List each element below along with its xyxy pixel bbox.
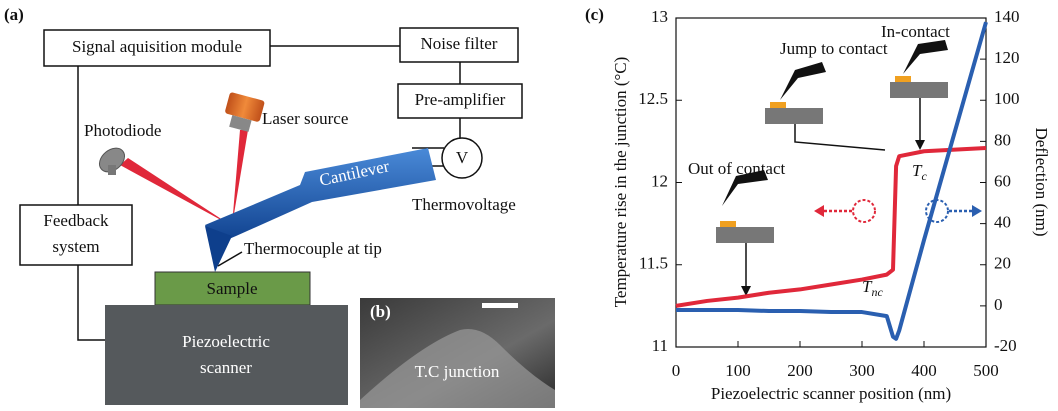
- y2-tick-label: 60: [994, 171, 1011, 190]
- y2-tick-label: 20: [994, 254, 1011, 273]
- panel-c: (c) Temperature rise in the junction (°C…: [585, 5, 1051, 403]
- reflected-beam: [120, 158, 232, 226]
- laser-label: Laser source: [262, 109, 348, 128]
- x-tick-label: 500: [973, 361, 999, 380]
- y-tick-label: 13: [651, 7, 668, 26]
- feedback-box: [19, 204, 133, 266]
- photodiode-base: [108, 165, 116, 175]
- x-axis-label: Piezoelectric scanner position (nm): [711, 384, 951, 403]
- y2-tick-label: 120: [994, 48, 1020, 67]
- scanner-label: Piezoelectric: [182, 332, 270, 351]
- thermocouple-label: Thermocouple at tip: [244, 239, 382, 258]
- photodiode-label: Photodiode: [84, 121, 161, 140]
- arrowhead: [741, 286, 751, 296]
- series-line: [675, 145, 987, 308]
- x-tick-label: 100: [725, 361, 751, 380]
- feedback-label: system: [52, 237, 99, 256]
- preamp-box: [397, 83, 523, 119]
- panel-a: (a) Signal aquisition module Noise filte…: [4, 5, 523, 405]
- laser-beam: [232, 130, 248, 226]
- tip: [205, 226, 232, 272]
- y2-tick-label: 40: [994, 213, 1011, 232]
- annotation: Jump to contact: [780, 39, 888, 58]
- cantilever: [205, 148, 436, 245]
- wires: [77, 45, 461, 341]
- scanner-label: scanner: [200, 358, 252, 377]
- y-axis-label: Temperature rise in the junction (°C): [611, 57, 630, 308]
- scale-bar: [482, 303, 518, 308]
- arrowhead: [915, 140, 925, 150]
- scanner: [105, 305, 348, 405]
- x-tick-label: 200: [787, 361, 813, 380]
- feedback-label: Feedback: [43, 211, 109, 230]
- axis-marker: [852, 199, 876, 223]
- laser-source: [225, 92, 265, 132]
- y2-tick-label: 100: [994, 89, 1020, 108]
- panel-label: (b): [370, 302, 391, 321]
- panel-label: (a): [4, 5, 24, 24]
- panel-b: (b) 100 nm T.C junction: [360, 280, 555, 408]
- y2-tick-label: 0: [994, 295, 1003, 314]
- x-tick-label: 300: [849, 361, 875, 380]
- scale-label: 100 nm: [466, 280, 517, 299]
- y2-tick-label: 80: [994, 130, 1011, 149]
- y-tick-label: 12.5: [638, 89, 668, 108]
- y2-axis-label: Deflection (nm): [1032, 127, 1051, 236]
- annotation: In-contact: [881, 22, 950, 41]
- y-tick-label: 12: [651, 171, 668, 190]
- preamp-label: Pre-amplifier: [415, 90, 506, 109]
- plot-frame: [675, 17, 987, 348]
- annotation: Tc: [912, 161, 927, 183]
- junction-label: T.C junction: [415, 362, 500, 381]
- pointer: [217, 251, 243, 267]
- sample: [154, 271, 311, 306]
- sample-label: Sample: [207, 279, 258, 298]
- signal-box: [43, 29, 271, 67]
- y-tick-label: 11: [652, 336, 668, 355]
- signal-label: Signal aquisition module: [72, 37, 242, 56]
- y2-tick-label: -20: [994, 336, 1017, 355]
- arrowhead: [972, 205, 982, 217]
- series-line: [676, 21, 988, 341]
- annotation: Tnc: [862, 277, 883, 299]
- arrow: [794, 124, 886, 151]
- inset-icons: [716, 40, 948, 243]
- noise-label: Noise filter: [421, 34, 498, 53]
- y-tick-label: 11.5: [639, 254, 668, 273]
- noise-box: [399, 27, 519, 63]
- x-tick-label: 400: [911, 361, 937, 380]
- photodiode: [98, 147, 126, 173]
- arrowhead: [814, 205, 824, 217]
- voltmeter-label: V: [456, 148, 469, 167]
- x-tick-label: 0: [672, 361, 681, 380]
- y2-tick-label: 140: [994, 7, 1020, 26]
- annotation: Out of contact: [688, 159, 786, 178]
- panel-label: (c): [585, 5, 604, 24]
- voltmeter: [441, 137, 483, 179]
- thermovoltage-label: Thermovoltage: [412, 195, 516, 214]
- sem-junction: [360, 329, 555, 408]
